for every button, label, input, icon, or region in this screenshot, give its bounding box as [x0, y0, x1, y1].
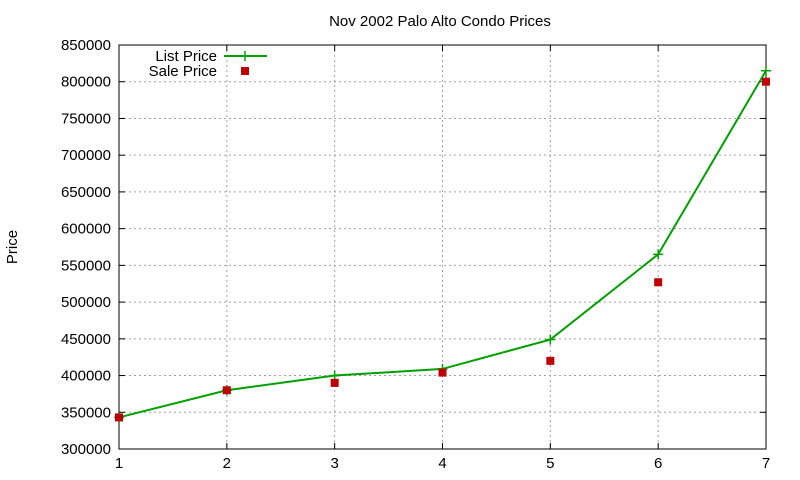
- legend-swatches: [224, 51, 267, 75]
- legend-swatch-list-price-marker: [240, 51, 250, 61]
- x-tick-label: 7: [762, 455, 770, 472]
- sale-price-point: [654, 278, 663, 287]
- y-tick-label: 550000: [61, 257, 111, 274]
- x-tick-label: 1: [115, 455, 123, 472]
- y-tick-label: 400000: [61, 368, 111, 385]
- list-price-point: [653, 249, 664, 260]
- x-tick-label: 6: [654, 455, 662, 472]
- y-tick-label: 850000: [61, 37, 111, 54]
- series: [114, 65, 771, 423]
- x-tick-label: 2: [223, 455, 231, 472]
- sale-price-point: [546, 356, 555, 365]
- legend-label-sale-price: Sale Price: [149, 63, 217, 80]
- list-price-point: [545, 334, 556, 345]
- legend-label-list-price: List Price: [155, 48, 217, 65]
- list-price-point: [329, 370, 340, 381]
- x-tick-label: 5: [546, 455, 554, 472]
- y-axis-label: Price: [4, 230, 21, 264]
- x-tick-label: 4: [438, 455, 446, 472]
- y-tick-label: 600000: [61, 221, 111, 238]
- y-tick-label: 300000: [61, 441, 111, 458]
- y-tick-label: 650000: [61, 184, 111, 201]
- y-tick-label: 750000: [61, 110, 111, 127]
- axis-ticks: 300000 350000 400000 450000 500000 550000 6000…: [61, 37, 770, 472]
- y-tick-label: 500000: [61, 294, 111, 311]
- chart-title: Nov 2002 Palo Alto Condo Prices: [329, 13, 551, 30]
- y-tick-label: 700000: [61, 147, 111, 164]
- y-tick-label: 450000: [61, 331, 111, 348]
- list-price-point: [761, 65, 771, 76]
- legend-swatch-sale-price-marker: [241, 67, 249, 75]
- grid-lines: [119, 45, 766, 449]
- legend: List Price Sale Price: [149, 48, 267, 80]
- sale-price-point: [222, 386, 231, 395]
- sale-price-point: [330, 378, 339, 387]
- sale-price-point: [762, 77, 770, 86]
- sale-price-point: [115, 413, 123, 422]
- y-tick-label: 800000: [61, 74, 111, 91]
- y-tick-label: 350000: [61, 404, 111, 421]
- sale-price-point: [438, 368, 447, 377]
- x-tick-label: 3: [330, 455, 338, 472]
